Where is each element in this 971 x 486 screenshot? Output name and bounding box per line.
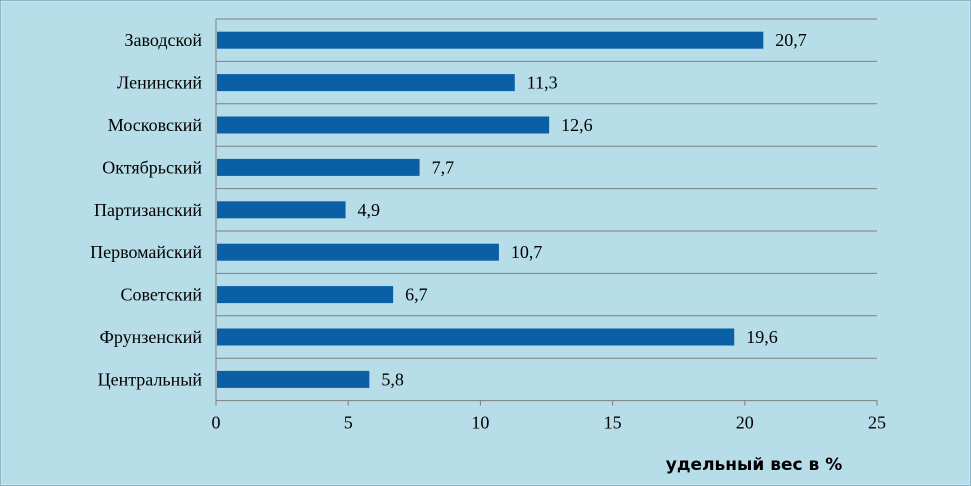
bar (217, 201, 346, 219)
value-labels: 20,7 11,3 12,6 7,7 4,9 10,7 6,7 19,6 5,8 (358, 30, 807, 389)
data-label: 19,6 (746, 327, 778, 347)
data-label: 10,7 (511, 242, 542, 262)
data-label: 4,9 (358, 200, 381, 220)
category-label: Советский (121, 285, 203, 305)
bar (217, 286, 394, 304)
bar (217, 243, 499, 261)
data-label: 7,7 (432, 157, 455, 177)
bar (217, 158, 420, 176)
category-label: Центральный (98, 369, 203, 389)
bars (217, 31, 764, 388)
bar (217, 116, 550, 134)
gridlines (216, 18, 877, 402)
category-label: Московский (108, 115, 203, 135)
x-tick-label: 25 (868, 413, 886, 433)
x-tick-label: 0 (212, 413, 221, 433)
x-axis-title: удельный вес в % (666, 455, 842, 475)
bar (217, 370, 370, 388)
x-tick-label: 15 (604, 413, 622, 433)
x-tick-label: 20 (736, 413, 754, 433)
bar (217, 31, 764, 49)
category-label: Октябрьский (102, 157, 202, 177)
data-label: 11,3 (527, 73, 558, 93)
data-label: 6,7 (405, 285, 428, 305)
x-axis: 0 5 10 15 20 25 (212, 19, 886, 433)
data-label: 12,6 (561, 115, 593, 135)
category-label: Заводской (125, 30, 203, 50)
x-tick-label: 5 (344, 413, 353, 433)
category-label: Фрунзенский (100, 327, 203, 347)
data-label: 20,7 (775, 30, 807, 50)
bar (217, 74, 515, 92)
data-label: 5,8 (381, 369, 404, 389)
category-label: Ленинский (117, 73, 202, 93)
category-label: Первомайский (90, 242, 202, 262)
category-labels: Заводской Ленинский Московский Октябрьский П… (90, 30, 202, 389)
bar (217, 328, 735, 346)
category-label: Партизанский (94, 200, 202, 220)
x-tick-label: 10 (471, 413, 489, 433)
